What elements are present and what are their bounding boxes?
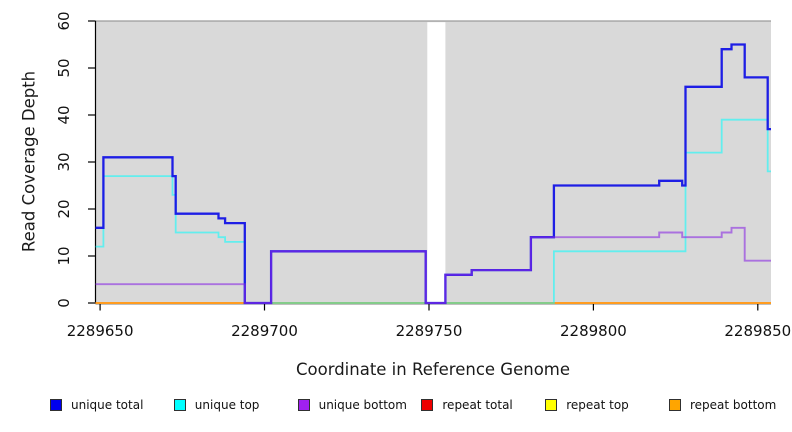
legend-label: repeat total bbox=[442, 398, 513, 412]
legend-label: unique top bbox=[194, 398, 260, 412]
x-tick-label: 2289850 bbox=[724, 322, 791, 340]
legend-item-repeat-total: repeat total bbox=[421, 396, 545, 414]
x-axis-title: Coordinate in Reference Genome bbox=[295, 360, 571, 379]
y-tick-label: 10 bbox=[55, 246, 73, 265]
series-line-unique-bottom bbox=[95, 226, 771, 304]
legend-item-unique-top: unique top bbox=[173, 396, 298, 414]
legend-swatch-repeat-bottom bbox=[668, 399, 681, 411]
masked-region bbox=[427, 22, 446, 303]
legend: unique total unique top unique bottom repea… bbox=[50, 396, 792, 414]
legend-label: repeat top bbox=[566, 398, 629, 412]
legend-swatch-repeat-top bbox=[545, 399, 558, 411]
y-tick-label: 30 bbox=[55, 152, 73, 171]
y-tick-label: 0 bbox=[55, 298, 73, 308]
legend-label: unique bottom bbox=[318, 398, 407, 412]
x-tick-label: 2289700 bbox=[231, 322, 298, 340]
y-axis-title: Read Coverage Depth bbox=[19, 70, 39, 253]
x-tick-label: 2289650 bbox=[67, 322, 134, 340]
coverage-plot: 2289650 2289700 2289750 2289800 2289850 0 10 20… bbox=[55, 11, 791, 340]
legend-item-unique-total: unique total bbox=[50, 396, 174, 414]
legend-swatch-unique-bottom bbox=[297, 399, 310, 411]
series-line-unique-top bbox=[95, 118, 771, 304]
legend-swatch-repeat-total bbox=[421, 399, 434, 411]
legend-label: unique total bbox=[71, 398, 144, 412]
legend-item-repeat-top: repeat top bbox=[545, 396, 669, 414]
legend-item-repeat-bottom: repeat bottom bbox=[668, 396, 792, 414]
legend-swatch-unique-total bbox=[50, 399, 62, 411]
y-tick-label: 60 bbox=[55, 11, 73, 30]
y-tick-label: 20 bbox=[55, 199, 73, 218]
x-tick-label: 2289750 bbox=[396, 322, 463, 340]
x-tick-label: 2289800 bbox=[560, 322, 627, 340]
legend-label: repeat bottom bbox=[689, 398, 777, 412]
y-tick-label: 40 bbox=[55, 105, 73, 124]
legend-swatch-unique-top bbox=[173, 399, 186, 411]
legend-item-unique-bottom: unique bottom bbox=[297, 396, 422, 414]
y-tick-label: 50 bbox=[55, 58, 73, 77]
